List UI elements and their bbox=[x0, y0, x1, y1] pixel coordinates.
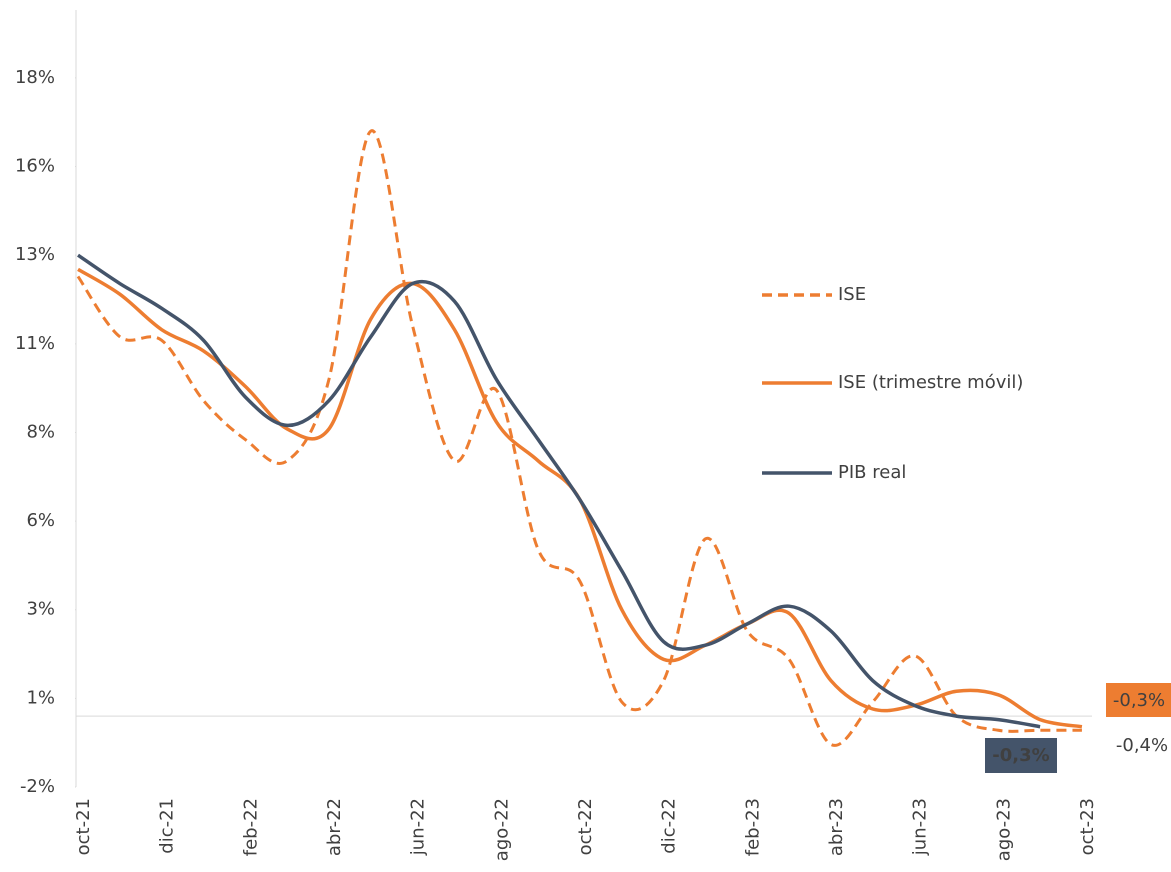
series-line bbox=[77, 253, 1041, 729]
value-label: -0,3% bbox=[1113, 690, 1165, 711]
y-tick-label: 13% bbox=[15, 244, 55, 265]
y-tick-label: -2% bbox=[20, 776, 55, 797]
x-tick-label: ago-23 bbox=[993, 798, 1014, 861]
x-tick-label: abr-23 bbox=[826, 798, 847, 856]
x-tick-label: jun-23 bbox=[910, 798, 931, 856]
x-tick-label: dic-22 bbox=[659, 798, 680, 854]
legend-label: ISE (trimestre móvil) bbox=[838, 372, 1023, 393]
y-tick-label: 1% bbox=[26, 687, 55, 708]
y-tick-label: 18% bbox=[15, 67, 55, 88]
y-tick-label: 11% bbox=[15, 333, 55, 354]
legend-label: ISE bbox=[838, 284, 866, 305]
x-tick-label: oct-21 bbox=[73, 798, 94, 855]
value-label-box bbox=[1106, 683, 1171, 717]
legend-label: PIB real bbox=[838, 462, 906, 483]
y-tick-label: 8% bbox=[26, 421, 55, 442]
value-label-box bbox=[985, 738, 1057, 773]
value-label: -0,3% bbox=[992, 745, 1049, 766]
x-tick-label: dic-21 bbox=[157, 798, 178, 854]
y-tick-label: 16% bbox=[15, 156, 55, 177]
y-tick-label: 3% bbox=[26, 599, 55, 620]
x-tick-label: feb-22 bbox=[240, 798, 261, 856]
x-tick-label: abr-22 bbox=[324, 798, 345, 856]
x-tick-label: oct-22 bbox=[575, 798, 596, 855]
x-tick-label: feb-23 bbox=[742, 798, 763, 856]
x-tick-label: oct-23 bbox=[1077, 798, 1098, 855]
x-tick-label: ago-22 bbox=[491, 798, 512, 861]
value-label: -0,4% bbox=[1116, 735, 1168, 756]
x-tick-label: jun-22 bbox=[408, 798, 429, 856]
y-tick-label: 6% bbox=[26, 510, 55, 531]
series-line bbox=[76, 129, 1082, 747]
